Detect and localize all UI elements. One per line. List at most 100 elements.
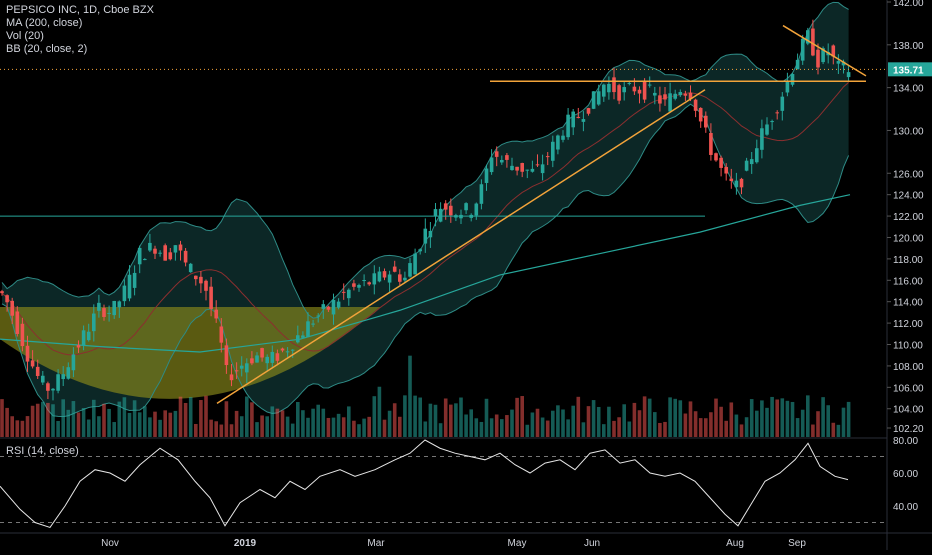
volume-bar (734, 414, 739, 437)
candle-body (107, 312, 111, 314)
candle-body (821, 48, 825, 63)
candle-body (668, 93, 672, 112)
last-price-tag (888, 62, 932, 77)
price-tick-label: 142.00 (893, 0, 924, 9)
candle-body (46, 383, 50, 391)
candle-body (367, 282, 371, 285)
volume-bar (183, 402, 188, 437)
volume-bar (372, 396, 377, 437)
candle-body (683, 93, 688, 96)
volume-bar (698, 418, 703, 437)
volume-bar (806, 395, 810, 437)
candle-body (515, 166, 519, 171)
volume-bar (204, 395, 208, 437)
ma-legend: MA (200, close) (6, 17, 83, 29)
candle-body (132, 272, 137, 288)
volume-bar (66, 409, 71, 437)
volume-bar (153, 411, 157, 437)
candle-body (362, 280, 366, 282)
candle-body (433, 209, 438, 217)
time-tick-label: 2019 (234, 538, 257, 549)
candle-body (158, 252, 162, 254)
price-tick-label: 116.00 (893, 276, 923, 287)
volume-bar (408, 355, 412, 437)
candle-body (148, 242, 152, 251)
price-tick-label: 122.00 (893, 212, 924, 223)
volume-bar (709, 412, 713, 437)
volume-bar (25, 416, 30, 437)
volume-bar (122, 397, 127, 437)
volume-bar (398, 416, 402, 437)
volume-bar (188, 397, 193, 437)
volume-bar (831, 422, 836, 437)
candle-body (387, 274, 392, 283)
candle-body (627, 82, 632, 84)
candle-body (678, 92, 683, 96)
volume-bar (347, 406, 351, 437)
candle-body (724, 166, 728, 174)
volume-bar (749, 399, 754, 437)
candle-body (709, 132, 713, 155)
volume-bar (265, 416, 269, 437)
candle-body (500, 159, 504, 163)
candle-body (831, 45, 836, 57)
candle-body (0, 291, 4, 294)
candle-body (673, 93, 677, 99)
volume-bar (158, 419, 162, 437)
candle-body (449, 205, 453, 216)
candle-body (632, 86, 637, 92)
candle-body (729, 178, 734, 182)
candle-body (112, 300, 116, 316)
candle-body (494, 151, 499, 157)
candle-body (602, 84, 606, 97)
volume-bar (760, 400, 764, 437)
volume-bar (10, 416, 14, 437)
price-tick-label: 118.00 (893, 255, 923, 266)
candle-body (398, 274, 402, 282)
volume-bar (693, 411, 698, 437)
candle-body (596, 91, 601, 105)
candle-body (530, 168, 535, 172)
candle-body (551, 141, 555, 161)
volume-bar (673, 398, 677, 437)
candle-body (795, 59, 800, 70)
volume-bar (194, 423, 198, 437)
volume-bar (729, 402, 734, 437)
candle-body (790, 74, 795, 85)
candle-body (739, 178, 744, 188)
volume-bar (137, 412, 142, 437)
candle-body (382, 271, 387, 278)
volume-bar (622, 404, 626, 437)
candle-body (61, 374, 65, 380)
volume-bar (755, 410, 759, 437)
time-tick-label: Jun (584, 538, 600, 549)
volume-bar (704, 418, 708, 437)
candle-body (275, 353, 280, 361)
candle-body (816, 49, 820, 68)
volume-bar (178, 396, 183, 437)
price-tick-label: 108.00 (893, 362, 924, 373)
volume-bar (224, 401, 229, 437)
volume-bar (163, 410, 167, 437)
candle-body (173, 245, 178, 253)
volume-bar (382, 419, 387, 437)
candle-body (581, 119, 586, 122)
candle-body (770, 121, 774, 123)
volume-bar (71, 401, 76, 437)
price-tick-label: 120.00 (893, 233, 924, 244)
candle-body (749, 159, 754, 165)
candle-body (183, 250, 188, 263)
volume-bar (229, 424, 234, 437)
volume-bar (744, 417, 749, 437)
volume-bar (683, 413, 688, 437)
candle-body (301, 335, 305, 338)
candle-body (10, 300, 14, 316)
volume-bar (535, 408, 540, 437)
volume-bar (86, 419, 91, 437)
volume-bar (775, 399, 779, 437)
volume-bar (418, 397, 422, 437)
rsi-tick-label: 40.00 (893, 502, 918, 513)
candle-body (775, 112, 779, 114)
